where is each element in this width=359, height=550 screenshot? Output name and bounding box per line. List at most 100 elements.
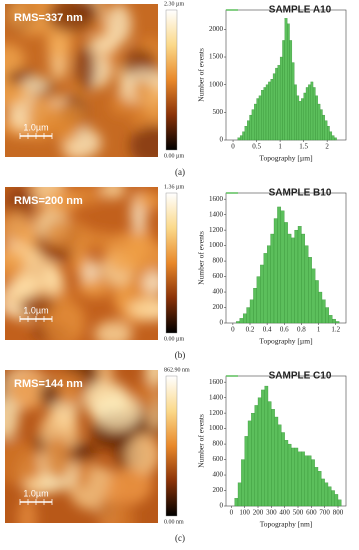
- histogram-bar: [311, 268, 316, 324]
- y-tick-label: 800: [213, 257, 224, 265]
- x-tick-label: 200: [253, 509, 264, 517]
- afm-grain: [50, 370, 88, 406]
- y-tick-label: 1500: [209, 53, 224, 61]
- histogram-bar: [247, 120, 250, 141]
- histogram-bar: [321, 299, 326, 324]
- afm-grain: [92, 393, 142, 431]
- panel-caption: (a): [175, 167, 185, 177]
- afm-grain: [134, 191, 158, 210]
- y-tick-label: 400: [213, 471, 224, 479]
- histogram-bar: [304, 455, 309, 507]
- y-tick-label: 0: [220, 502, 224, 510]
- histogram-bar: [258, 95, 262, 141]
- histogram-bar: [308, 257, 312, 324]
- histogram-bar: [236, 321, 240, 324]
- scale-bar-label: 1.0µm: [23, 122, 48, 132]
- afm-grain: [105, 4, 132, 45]
- histogram-bar: [315, 95, 318, 141]
- histogram-bar: [273, 218, 278, 324]
- x-tick-label: 1: [317, 326, 321, 334]
- histogram-bar: [287, 233, 292, 324]
- histogram-bar: [291, 447, 295, 507]
- histogram-bar: [324, 482, 329, 507]
- afm-grain: [142, 270, 158, 295]
- colorbar-min: 0.00 µm: [164, 153, 184, 159]
- histogram-bar: [261, 90, 264, 141]
- y-tick-label: 1600: [209, 195, 224, 203]
- x-tick-label: 0: [231, 143, 235, 151]
- y-tick-label: 0: [220, 319, 224, 327]
- y-tick-label: 800: [213, 440, 224, 448]
- y-axis-label: Number of events: [197, 414, 206, 468]
- x-tick-label: 400: [279, 509, 290, 517]
- y-tick-label: 1200: [209, 409, 224, 417]
- afm-grain: [75, 46, 96, 91]
- histogram-bar: [277, 424, 282, 507]
- histogram-bar: [294, 229, 299, 324]
- afm-grain: [43, 436, 72, 481]
- histogram-bar: [308, 84, 311, 141]
- afm-image: [5, 370, 158, 523]
- y-tick-label: 1400: [209, 210, 224, 218]
- afm-grain: [97, 492, 120, 523]
- rms-label: RMS=200 nm: [14, 195, 83, 207]
- histogram-bar: [237, 482, 242, 507]
- afm-grain: [132, 80, 152, 102]
- histogram-bar: [242, 131, 245, 141]
- histogram-bar: [331, 490, 335, 507]
- colorbar: [165, 9, 178, 151]
- histogram-bar: [247, 420, 252, 507]
- histogram-bar: [254, 103, 257, 141]
- x-tick-label: 1.2: [331, 326, 340, 334]
- histogram-bar: [297, 226, 302, 324]
- colorbar: [165, 375, 178, 517]
- y-tick-label: 1400: [209, 393, 224, 401]
- histogram-bar: [332, 318, 336, 324]
- histogram-bar: [249, 114, 253, 141]
- panel-caption: (b): [175, 350, 186, 360]
- histogram-bar: [294, 447, 299, 507]
- histogram-bar: [244, 126, 248, 141]
- histogram-bar: [311, 459, 315, 507]
- afm-grain: [105, 467, 150, 506]
- y-tick-label: 1000: [209, 424, 224, 432]
- y-axis-label: Number of events: [197, 48, 206, 102]
- histogram-bar: [270, 78, 274, 141]
- histogram-bar: [279, 56, 283, 141]
- histogram-bar: [268, 81, 271, 141]
- histogram-bar: [271, 409, 275, 507]
- y-tick-label: 2000: [209, 25, 224, 33]
- histogram-bar: [275, 67, 278, 141]
- afm-grain: [21, 76, 50, 94]
- afm-grain: [129, 125, 158, 157]
- afm-grain: [27, 94, 55, 140]
- histogram-bar: [321, 478, 325, 507]
- colorbar-max: 1.36 µm: [164, 184, 184, 190]
- x-tick-label: 0.4: [263, 326, 272, 334]
- chart-title: SAMPLE C10: [269, 371, 332, 382]
- histogram-bar: [329, 131, 333, 141]
- y-tick-label: 1200: [209, 226, 224, 234]
- afm-grain: [100, 187, 126, 200]
- y-tick-label: 400: [213, 288, 224, 296]
- afm-texture: [5, 4, 158, 157]
- afm-texture: [5, 370, 158, 523]
- histogram-bar: [257, 397, 262, 507]
- histogram-bar: [254, 405, 259, 507]
- afm-grain: [88, 35, 118, 55]
- histogram-bar: [305, 87, 309, 141]
- histogram-bar: [294, 84, 297, 141]
- histogram-bar: [280, 210, 285, 324]
- y-tick-label: 1000: [209, 80, 224, 88]
- histogram-bar: [289, 40, 293, 141]
- afm-grain: [131, 100, 149, 129]
- x-axis-label: Topography [nm]: [260, 520, 313, 529]
- colorbar-min: 0.00 nm: [164, 519, 184, 525]
- y-axis-label: Number of events: [197, 231, 206, 285]
- scale-bar-label: 1.0µm: [23, 488, 48, 498]
- chart-title: SAMPLE B10: [269, 188, 332, 199]
- histogram-bar: [270, 233, 275, 324]
- colorbar-min: 0.00 µm: [164, 336, 184, 342]
- histogram-bar: [312, 87, 316, 141]
